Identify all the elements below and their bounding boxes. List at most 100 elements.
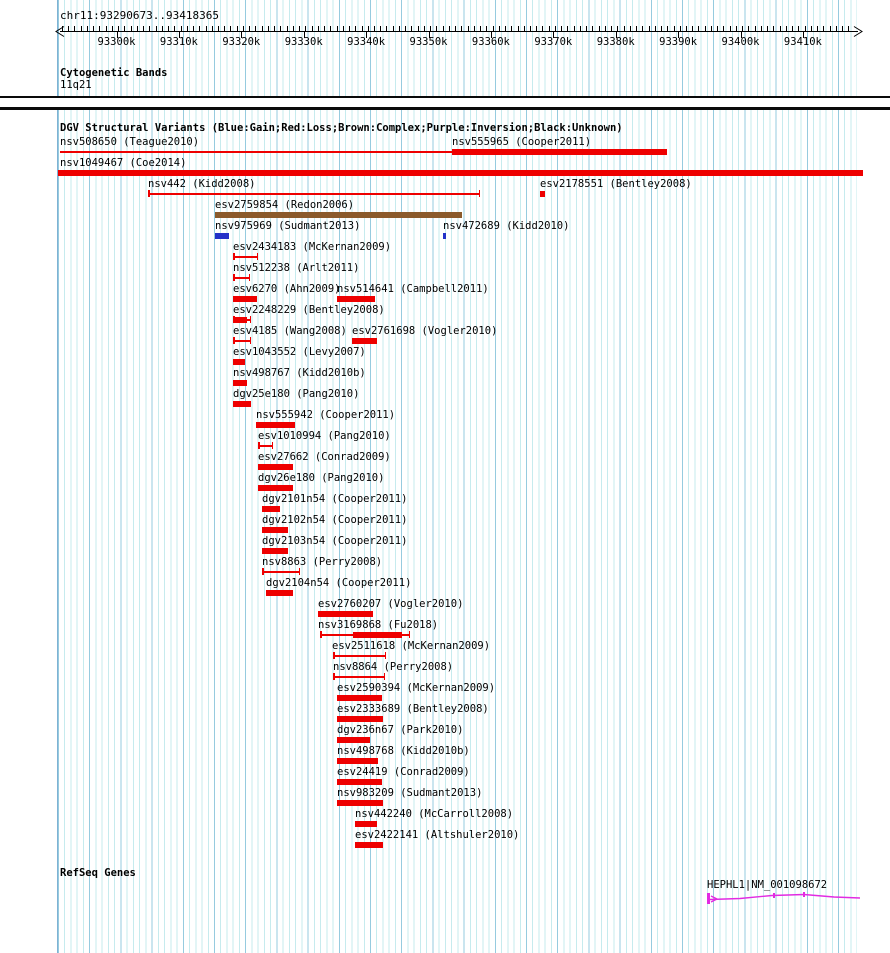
variant-glyph[interactable] — [262, 527, 288, 533]
variant-label[interactable]: esv1010994 (Pang2010) — [258, 430, 391, 442]
variant-glyph[interactable] — [233, 256, 258, 258]
variant-glyph[interactable] — [337, 296, 375, 302]
variant-label[interactable]: esv2178551 (Bentley2008) — [540, 178, 692, 190]
variant-label[interactable]: nsv498768 (Kidd2010b) — [337, 745, 470, 757]
variant-label[interactable]: nsv472689 (Kidd2010) — [443, 220, 570, 232]
variant-label[interactable]: esv2761698 (Vogler2010) — [352, 325, 498, 337]
variant-glyph[interactable] — [148, 193, 480, 195]
variant-label[interactable]: nsv1049467 (Coe2014) — [60, 157, 187, 169]
variant-label[interactable]: dgv2104n54 (Cooper2011) — [266, 577, 412, 589]
variant-glyph[interactable] — [337, 758, 378, 764]
gene-glyph[interactable] — [700, 888, 870, 910]
variant-label[interactable]: nsv975969 (Sudmant2013) — [215, 220, 361, 232]
variant-label[interactable]: nsv555942 (Cooper2011) — [256, 409, 396, 421]
variant-label[interactable]: esv2248229 (Bentley2008) — [233, 304, 385, 316]
variant-glyph[interactable] — [233, 317, 247, 323]
variant-glyph[interactable] — [337, 716, 383, 722]
variant-label[interactable]: dgv25e180 (Pang2010) — [233, 388, 360, 400]
variant-label[interactable]: nsv8863 (Perry2008) — [262, 556, 383, 568]
variant-glyph[interactable] — [256, 422, 295, 428]
variant-glyph[interactable] — [266, 590, 293, 596]
variant-glyph[interactable] — [337, 800, 383, 806]
variant-glyph-end[interactable] — [298, 568, 300, 575]
variant-label[interactable]: esv2511618 (McKernan2009) — [332, 640, 491, 652]
variant-glyph[interactable] — [355, 821, 377, 827]
variant-glyph[interactable] — [233, 380, 247, 386]
variant-label[interactable]: nsv512238 (Arlt2011) — [233, 262, 360, 274]
variant-glyph[interactable] — [337, 737, 370, 743]
variant-label[interactable]: dgv26e180 (Pang2010) — [258, 472, 385, 484]
variant-glyph-end[interactable] — [408, 631, 410, 638]
variant-glyph[interactable] — [352, 338, 377, 344]
variant-label[interactable]: nsv498767 (Kidd2010b) — [233, 367, 366, 379]
variant-label[interactable]: nsv442 (Kidd2008) — [148, 178, 256, 190]
variant-glyph[interactable] — [233, 340, 251, 342]
variant-label[interactable]: nsv8864 (Perry2008) — [333, 661, 454, 673]
variant-label[interactable]: esv1043552 (Levy2007) — [233, 346, 366, 358]
gene-label[interactable]: HEPHL1|NM_001098672 — [707, 879, 828, 891]
variant-label[interactable]: esv2759854 (Redon2006) — [215, 199, 355, 211]
variant-glyph[interactable] — [233, 401, 251, 407]
variant-glyph[interactable] — [233, 296, 257, 302]
variant-label[interactable]: esv6270 (Ahn2009) — [233, 283, 341, 295]
variant-label[interactable]: nsv555965 (Cooper2011) — [452, 136, 592, 148]
variant-glyph[interactable] — [333, 655, 386, 657]
variant-glyph[interactable] — [333, 676, 385, 678]
variant-glyph-end[interactable] — [320, 631, 322, 638]
variant-glyph-end[interactable] — [248, 274, 250, 281]
variant-glyph-end[interactable] — [384, 652, 386, 659]
variant-glyph[interactable] — [337, 779, 382, 785]
variant-label[interactable]: esv2760207 (Vogler2010) — [318, 598, 464, 610]
variant-glyph-end[interactable] — [233, 274, 235, 281]
variant-glyph[interactable] — [353, 632, 402, 638]
variant-glyph[interactable] — [318, 611, 373, 617]
variant-glyph-end[interactable] — [249, 337, 251, 344]
variant-glyph-end[interactable] — [333, 652, 335, 659]
variant-glyph-end[interactable] — [233, 253, 235, 260]
variant-glyph[interactable] — [262, 548, 288, 554]
variant-glyph[interactable] — [337, 695, 382, 701]
variant-glyph-end[interactable] — [333, 673, 335, 680]
variant-glyph-end[interactable] — [383, 673, 385, 680]
variant-glyph[interactable] — [262, 506, 280, 512]
variant-glyph-end[interactable] — [258, 442, 260, 449]
cytoband-label[interactable]: 11q21 — [60, 79, 92, 91]
variant-glyph-end[interactable] — [233, 337, 235, 344]
variant-label[interactable]: nsv983209 (Sudmant2013) — [337, 787, 483, 799]
variant-glyph[interactable] — [215, 212, 462, 218]
variant-glyph[interactable] — [452, 149, 667, 155]
variant-glyph[interactable] — [258, 464, 293, 470]
variant-glyph-end[interactable] — [148, 190, 150, 197]
variant-glyph[interactable] — [58, 170, 863, 176]
variant-label[interactable]: esv2590394 (McKernan2009) — [337, 682, 496, 694]
variant-glyph[interactable] — [262, 571, 300, 573]
variant-label[interactable]: esv24419 (Conrad2009) — [337, 766, 470, 778]
variant-label[interactable]: dgv2101n54 (Cooper2011) — [262, 493, 408, 505]
variant-label[interactable]: esv2333689 (Bentley2008) — [337, 703, 489, 715]
variant-glyph[interactable] — [355, 842, 383, 848]
variant-glyph[interactable] — [540, 191, 545, 197]
variant-glyph-end[interactable] — [256, 253, 258, 260]
variant-label[interactable]: nsv508650 (Teague2010) — [60, 136, 200, 148]
variant-glyph[interactable] — [443, 233, 446, 239]
variant-label[interactable]: esv27662 (Conrad2009) — [258, 451, 391, 463]
cytoband-rect[interactable] — [0, 96, 890, 110]
variant-label[interactable]: dgv2103n54 (Cooper2011) — [262, 535, 408, 547]
variant-glyph-end[interactable] — [478, 190, 480, 197]
variant-glyph[interactable] — [60, 151, 455, 153]
variant-glyph[interactable] — [233, 277, 250, 279]
variant-label[interactable]: esv2422141 (Altshuler2010) — [355, 829, 520, 841]
variant-glyph[interactable] — [233, 359, 245, 365]
variant-glyph[interactable] — [258, 445, 273, 447]
variant-label[interactable]: nsv442240 (McCarroll2008) — [355, 808, 514, 820]
variant-glyph[interactable] — [258, 485, 293, 491]
variant-glyph-end[interactable] — [249, 316, 251, 323]
variant-label[interactable]: nsv3169868 (Fu2018) — [318, 619, 439, 631]
variant-label[interactable]: esv2434183 (McKernan2009) — [233, 241, 392, 253]
variant-label[interactable]: dgv236n67 (Park2010) — [337, 724, 464, 736]
variant-glyph-end[interactable] — [262, 568, 264, 575]
variant-glyph[interactable] — [215, 233, 229, 239]
variant-glyph-end[interactable] — [271, 442, 273, 449]
variant-label[interactable]: esv4185 (Wang2008) — [233, 325, 347, 337]
variant-label[interactable]: dgv2102n54 (Cooper2011) — [262, 514, 408, 526]
